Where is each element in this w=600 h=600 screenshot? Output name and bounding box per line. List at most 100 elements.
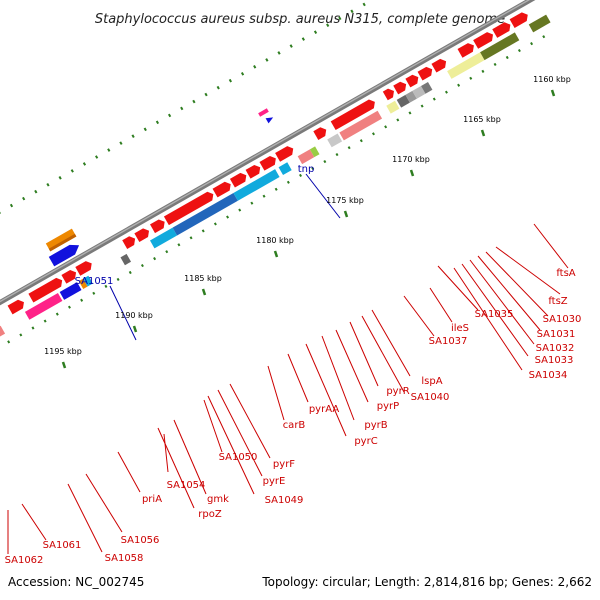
gene-label-pyrb[interactable]: pyrB (364, 420, 387, 431)
gene-label-sa1035[interactable]: SA1035 (475, 309, 514, 320)
gene-label-sa1034[interactable]: SA1034 (529, 370, 568, 381)
gene-label-sa1058[interactable]: SA1058 (105, 553, 144, 564)
gene-fwd-7[interactable] (75, 259, 94, 276)
gene-label-tnp[interactable]: tnp (298, 164, 315, 175)
gene-label-pyre[interactable]: pyrE (263, 476, 286, 487)
tick-label: 1185 kbp (184, 274, 222, 283)
callout-line-sa1056 (85, 473, 123, 533)
gene-label-pyrf[interactable]: pyrF (273, 459, 295, 470)
gene-fwd-8[interactable] (122, 234, 137, 249)
gene-label-sa1033[interactable]: SA1033 (535, 355, 574, 366)
gene-label-rpoz[interactable]: rpoZ (198, 509, 222, 520)
gene-rev-salmon-2[interactable] (297, 149, 315, 165)
gene-label-sa1040[interactable]: SA1040 (411, 392, 450, 403)
gene-rev-gray-mid[interactable] (120, 253, 132, 266)
gene-rev-salmon-3[interactable] (339, 110, 383, 141)
gene-fwd-6[interactable] (61, 268, 78, 284)
gene-fwd-11[interactable] (163, 190, 216, 226)
gene-rev-cyan-3[interactable] (278, 162, 292, 176)
gene-label-pyrp[interactable]: pyrP (377, 401, 399, 412)
callout-line-gmk (173, 419, 207, 495)
tick-mark (61, 361, 67, 369)
gene-label-pria[interactable]: priA (142, 494, 162, 505)
tick-label: 1175 kbp (326, 196, 364, 205)
callout-line-sa1037 (403, 295, 435, 337)
gene-rev-yellow-1[interactable] (386, 100, 400, 114)
gene-label-sa1050[interactable]: SA1050 (219, 452, 258, 463)
gene-rev-olive-1[interactable] (480, 32, 520, 61)
gene-fwd-14[interactable] (245, 163, 263, 179)
gene-fwd-24[interactable] (457, 41, 477, 58)
gene-fwd-22[interactable] (417, 65, 435, 81)
gene-fwd-17[interactable] (313, 125, 328, 140)
gene-label-sa1062[interactable]: SA1062 (5, 555, 44, 566)
gene-fwd-27[interactable] (509, 10, 531, 28)
gene-fwd-25[interactable] (473, 30, 495, 49)
gene-fwd-16[interactable] (275, 144, 296, 162)
gene-rev-cyan-small[interactable] (83, 275, 93, 287)
tick-label: 1160 kbp (533, 75, 571, 84)
gene-label-sa1030[interactable]: SA1030 (543, 314, 582, 325)
gene-label-pyrr[interactable]: pyrR (386, 386, 409, 397)
gene-fwd-19[interactable] (382, 87, 397, 101)
gene-rev-blue[interactable] (59, 282, 82, 300)
gene-rev-yellow-2[interactable] (447, 52, 485, 79)
gene-rev-gray-4[interactable] (405, 90, 417, 103)
gene-rev-gray-2[interactable] (327, 133, 343, 148)
gene-label-carb[interactable]: carB (283, 420, 306, 431)
tick-label: 1195 kbp (44, 347, 82, 356)
gene-tracks (0, 10, 556, 379)
gene-label-iles[interactable]: ileS (451, 323, 469, 334)
gene-label-ftsa[interactable]: ftsA (556, 268, 575, 279)
gene-rev-gray-5[interactable] (412, 85, 426, 99)
gene-rev-blue-long[interactable] (172, 192, 238, 236)
gene-fwd-4[interactable] (7, 298, 27, 315)
gene-rev-cyan-2[interactable] (233, 169, 280, 201)
gene-fwd-13[interactable] (229, 171, 249, 188)
gene-rev-gray-6[interactable] (421, 81, 433, 94)
gene-sa1051-orange[interactable] (45, 228, 77, 252)
gene-label-sa1031[interactable]: SA1031 (537, 329, 576, 340)
tick-mark (132, 325, 138, 333)
callout-line-sa1050 (203, 399, 223, 453)
gene-label-sa1054[interactable]: SA1054 (167, 480, 206, 491)
gene-rev-orange[interactable] (78, 278, 88, 289)
gene-label-sa1037[interactable]: SA1037 (429, 336, 468, 347)
gene-fwd-23[interactable] (431, 57, 448, 73)
gene-fwd-9[interactable] (134, 226, 151, 243)
gene-label-sa1032[interactable]: SA1032 (536, 343, 575, 354)
gene-label-lspa[interactable]: lspA (421, 376, 442, 387)
gene-fwd-18[interactable] (330, 98, 378, 131)
gene-rev-salmon-1[interactable] (0, 325, 6, 356)
gene-label-sa1049[interactable]: SA1049 (265, 495, 304, 506)
gene-label-sa1061[interactable]: SA1061 (43, 540, 82, 551)
callout-line-iles (429, 287, 453, 323)
gene-label-sa1051[interactable]: SA1051 (75, 276, 114, 287)
gene-rev-pink[interactable] (24, 293, 63, 320)
gene-label-pyraa[interactable]: pyrAA (309, 404, 339, 415)
gene-tnp[interactable] (258, 108, 269, 117)
callout-line-ftsz (495, 246, 561, 295)
gene-fwd-26[interactable] (492, 20, 513, 38)
tick-label: 1190 kbp (115, 311, 153, 320)
gene-label-ftsz[interactable]: ftsZ (548, 296, 567, 307)
gene-tnp-arrow[interactable] (265, 115, 275, 124)
gene-fwd-10[interactable] (150, 217, 167, 234)
gene-fwd-21[interactable] (405, 73, 420, 88)
gene-label-gmk[interactable]: gmk (207, 494, 229, 505)
gene-rev-lightgreen[interactable] (309, 146, 320, 158)
gene-rev-olive-2[interactable] (528, 14, 551, 33)
gene-sa1051-blue[interactable] (48, 241, 82, 267)
gene-label-pyrc[interactable]: pyrC (354, 436, 377, 447)
inner-tick-ring (0, 29, 556, 379)
gene-sa1051-orange-shade (48, 233, 77, 252)
gene-fwd-12[interactable] (212, 180, 234, 198)
gene-fwd-5[interactable] (28, 276, 64, 303)
callout-line-pyrc (305, 343, 347, 437)
callout-line-sa1040 (361, 315, 405, 393)
gene-fwd-15[interactable] (259, 154, 278, 171)
gene-label-sa1056[interactable]: SA1056 (121, 535, 160, 546)
gene-rev-gray-3[interactable] (396, 94, 410, 108)
gene-fwd-20[interactable] (393, 80, 408, 95)
gene-rev-cyan-1[interactable] (150, 227, 178, 249)
